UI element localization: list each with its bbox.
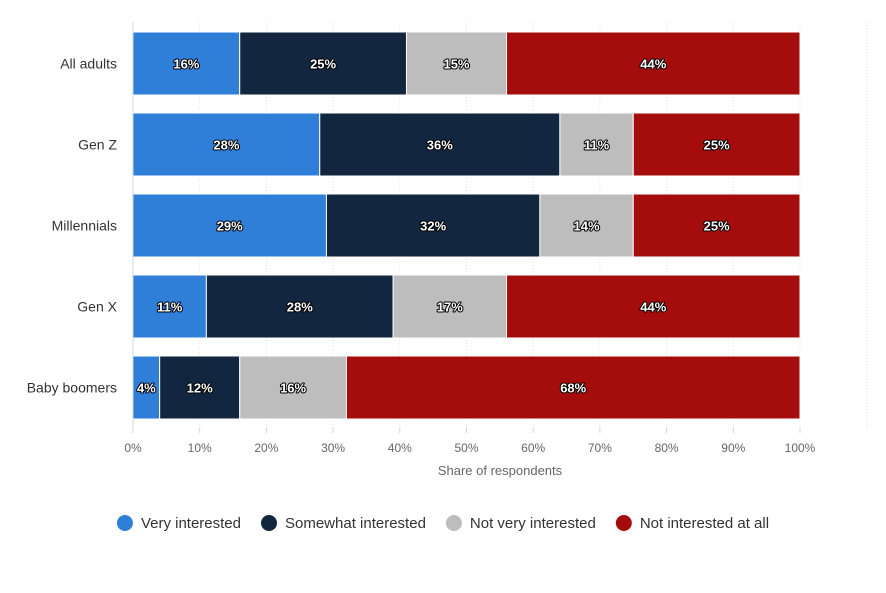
data-label: 16%	[173, 57, 199, 72]
bar-segment[interactable]	[506, 31, 801, 96]
data-label: 16%	[280, 381, 306, 396]
category-label: Millennials	[52, 218, 117, 234]
x-tick-label: 70%	[588, 441, 612, 455]
legend-marker	[445, 515, 462, 531]
category-label: Gen X	[77, 299, 117, 315]
legend-item[interactable]: Not interested at all	[615, 515, 769, 532]
data-label: 12%	[187, 381, 213, 396]
x-tick-label: 30%	[321, 441, 345, 455]
category-label: All adults	[60, 56, 117, 72]
bar-segment[interactable]	[632, 193, 801, 258]
bar-segment[interactable]	[506, 274, 801, 339]
bar-segment[interactable]	[239, 355, 347, 420]
data-label: 28%	[287, 300, 313, 315]
bar-segment[interactable]	[319, 112, 561, 177]
data-label: 68%	[560, 381, 586, 396]
data-label: 4%	[137, 381, 156, 396]
bar-segment[interactable]	[405, 31, 508, 96]
bar-segment[interactable]	[239, 31, 407, 96]
category-label: Baby boomers	[27, 380, 117, 396]
x-tick-label: 10%	[188, 441, 212, 455]
category-labels: All adults Gen Z Millennials Gen X Baby boom…	[27, 56, 118, 396]
x-tick-label: 100%	[785, 441, 816, 455]
data-label: 29%	[217, 219, 243, 234]
data-label: 11%	[584, 138, 610, 153]
legend-marker	[261, 515, 277, 531]
legend-label: Not very interested	[470, 515, 596, 532]
bar-segment[interactable]	[132, 31, 241, 96]
legend-label: Not interested at all	[640, 515, 769, 532]
x-axis-title: Share of respondents	[438, 463, 563, 478]
bar-segment[interactable]	[559, 112, 634, 177]
bar-segment[interactable]	[132, 274, 207, 339]
data-label: 25%	[704, 219, 730, 234]
legend-label: Somewhat interested	[285, 515, 426, 532]
data-label: 36%	[427, 138, 453, 153]
bar-segment[interactable]	[632, 112, 801, 177]
data-label: 11%	[157, 300, 183, 315]
legend: Very interested Somewhat interested Not ve…	[116, 515, 769, 532]
data-label: 25%	[310, 57, 336, 72]
legend-marker	[116, 515, 133, 531]
x-tick-label: 20%	[254, 441, 278, 455]
bar-segment[interactable]	[325, 193, 541, 258]
x-tick-label: 90%	[721, 441, 745, 455]
data-label: 32%	[420, 219, 446, 234]
data-label: 15%	[443, 57, 469, 72]
legend-item[interactable]: Somewhat interested	[261, 515, 426, 532]
legend-item[interactable]: Not very interested	[445, 515, 596, 532]
data-label: 44%	[640, 57, 666, 72]
legend-label: Very interested	[141, 515, 241, 532]
data-label: 14%	[574, 219, 600, 234]
category-label: Gen Z	[78, 137, 117, 153]
data-label: 28%	[213, 138, 239, 153]
data-label: 44%	[640, 300, 666, 315]
x-axis: 0% 10% 20% 30% 40% 50% 60% 70% 80% 90% 100%	[124, 22, 816, 455]
x-tick-label: 0%	[124, 441, 142, 455]
x-tick-label: 40%	[388, 441, 412, 455]
bar-segment[interactable]	[132, 112, 321, 177]
bars: 16% 25% 15% 44% 28% 36% 11% 25% 29% 32% 14% 25% 11% 2…	[132, 31, 801, 420]
data-label: 17%	[437, 300, 463, 315]
x-tick-label: 60%	[521, 441, 545, 455]
bar-segment[interactable]	[159, 355, 241, 420]
bar-segment[interactable]	[205, 274, 394, 339]
legend-marker	[615, 515, 632, 531]
x-tick-label: 80%	[655, 441, 679, 455]
x-tick-label: 50%	[454, 441, 478, 455]
data-label: 25%	[704, 138, 730, 153]
legend-item[interactable]: Very interested	[116, 515, 241, 532]
bar-segment[interactable]	[345, 355, 801, 420]
